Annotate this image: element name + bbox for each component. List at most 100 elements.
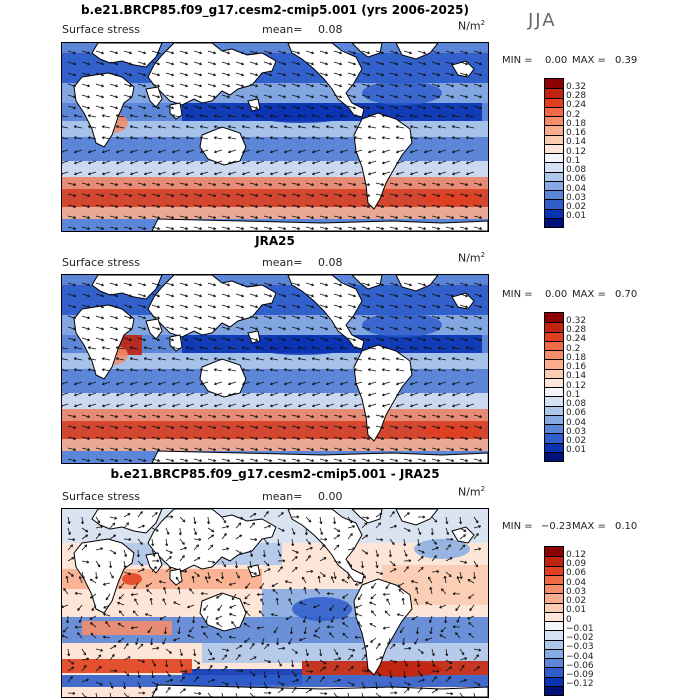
panel-2-colorbar-labels: 0.32 0.28 0.24 0.2 0.18 0.16 0.14 0.12 0.1 0.08 0.… bbox=[566, 312, 616, 460]
panel-1-colorbar-labels: 0.32 0.28 0.24 0.2 0.18 0.16 0.14 0.12 0.1 0.08 0.… bbox=[566, 78, 616, 226]
colorbar-swatch bbox=[545, 180, 563, 190]
colorbar-swatch bbox=[545, 547, 563, 557]
panel-1-colorbar bbox=[544, 78, 564, 228]
colorbar-swatch bbox=[545, 340, 563, 350]
colorbar-swatch bbox=[545, 350, 563, 360]
colorbar-tick-label: 0.01 bbox=[566, 211, 587, 222]
colorbar-tick-label: 0.14 bbox=[566, 371, 587, 382]
panel-2-units: N/m2 bbox=[458, 251, 486, 265]
panel-3-min-label: MIN = bbox=[502, 521, 533, 532]
colorbar-tick-label: 0.18 bbox=[566, 118, 587, 129]
colorbar-swatch bbox=[545, 433, 563, 443]
colorbar-swatch bbox=[545, 313, 563, 323]
colorbar-tick-label: 0.12 bbox=[566, 549, 587, 560]
colorbar-swatch bbox=[545, 387, 563, 397]
colorbar-tick-label: 0.12 bbox=[566, 380, 587, 391]
colorbar-tick-label: 0.04 bbox=[566, 417, 587, 428]
panel-1-variable-label: Surface stress bbox=[62, 23, 140, 36]
colorbar-swatch bbox=[545, 556, 563, 566]
colorbar-swatch bbox=[545, 171, 563, 181]
colorbar-tick-label: 0.32 bbox=[566, 81, 587, 92]
panel-2-min-value: 0.00 bbox=[545, 289, 568, 300]
colorbar-tick-label: 0.24 bbox=[566, 334, 587, 345]
colorbar-tick-label: 0.08 bbox=[566, 165, 587, 175]
colorbar-tick-label: −0.09 bbox=[566, 670, 594, 680]
colorbar-tick-label: 0.09 bbox=[566, 559, 587, 569]
colorbar-swatch bbox=[545, 584, 563, 594]
panel-3-colorbar-labels: 0.12 0.09 0.06 0.04 0.03 0.02 0.01 0 −0.01 −0.02−… bbox=[566, 546, 616, 694]
panel-2-colorbar bbox=[544, 312, 564, 462]
colorbar-swatch bbox=[545, 648, 563, 658]
colorbar-swatch bbox=[545, 658, 563, 668]
panel-3-max-label: MAX = bbox=[572, 521, 606, 532]
colorbar-swatch bbox=[545, 442, 563, 452]
colorbar-tick-label: 0.06 bbox=[566, 408, 587, 419]
colorbar-swatch bbox=[545, 331, 563, 341]
panel-3-colorbar bbox=[544, 546, 564, 696]
colorbar-tick-label: 0.02 bbox=[566, 436, 587, 446]
colorbar-tick-label: 0.1 bbox=[566, 389, 581, 400]
panel-1-mean-value: 0.08 bbox=[318, 23, 343, 36]
colorbar-swatch bbox=[545, 611, 563, 621]
colorbar-tick-label: 0.2 bbox=[566, 343, 581, 354]
colorbar-swatch bbox=[545, 621, 563, 631]
colorbar-swatch bbox=[545, 565, 563, 575]
panel-1-units: N/m2 bbox=[458, 19, 486, 33]
colorbar-tick-label: 0.24 bbox=[566, 100, 587, 111]
colorbar-tick-label: 0.28 bbox=[566, 325, 587, 335]
colorbar-swatch bbox=[545, 602, 563, 612]
colorbar-swatch bbox=[545, 414, 563, 424]
panel-3-title: b.e21.BRCP85.f09_g17.cesm2-cmip5.001 - J… bbox=[110, 467, 440, 481]
panel-3-mean-value: 0.00 bbox=[318, 490, 343, 503]
colorbar-swatch bbox=[545, 359, 563, 369]
season-label: JJA bbox=[528, 10, 557, 31]
colorbar-tick-label: 0.18 bbox=[566, 352, 587, 363]
colorbar-tick-label: 0.03 bbox=[566, 586, 587, 597]
colorbar-tick-label: 0.06 bbox=[566, 568, 587, 579]
colorbar-tick-label: 0.12 bbox=[566, 146, 587, 157]
panel-3-min-value: −0.23 bbox=[541, 521, 572, 532]
colorbar-swatch bbox=[545, 143, 563, 153]
colorbar-swatch bbox=[545, 162, 563, 172]
panel-1-max-label: MAX = bbox=[572, 55, 606, 66]
colorbar-swatch bbox=[545, 199, 563, 209]
colorbar-swatch bbox=[545, 79, 563, 89]
colorbar-swatch bbox=[545, 593, 563, 603]
panel-2-variable-label: Surface stress bbox=[62, 256, 140, 269]
colorbar-tick-label: 0.16 bbox=[566, 362, 587, 372]
panel-3-variable-label: Surface stress bbox=[62, 490, 140, 503]
colorbar-swatch bbox=[545, 368, 563, 378]
colorbar-tick-label: 0.28 bbox=[566, 91, 587, 101]
colorbar-swatch bbox=[545, 134, 563, 144]
colorbar-swatch bbox=[545, 424, 563, 434]
colorbar-tick-label: 0.02 bbox=[566, 202, 587, 212]
colorbar-tick-label: 0 bbox=[566, 614, 572, 625]
colorbar-swatch bbox=[545, 630, 563, 640]
colorbar-tick-label: 0.32 bbox=[566, 315, 587, 326]
colorbar-swatch bbox=[545, 405, 563, 415]
colorbar-tick-label: 0.04 bbox=[566, 577, 587, 588]
panel-2-min-label: MIN = bbox=[502, 289, 533, 300]
panel-1-min-label: MIN = bbox=[502, 55, 533, 66]
colorbar-tick-label: 0.02 bbox=[566, 596, 587, 606]
panel-2-title: JRA25 bbox=[255, 234, 295, 248]
colorbar-swatch bbox=[545, 217, 563, 227]
colorbar-tick-label: −0.12 bbox=[566, 679, 594, 690]
panel-3-units: N/m2 bbox=[458, 485, 486, 499]
panel-1-max-value: 0.39 bbox=[615, 55, 638, 66]
panel-2-mean-label: mean= bbox=[262, 256, 303, 269]
colorbar-tick-label: 0.14 bbox=[566, 137, 587, 148]
colorbar-swatch bbox=[545, 685, 563, 695]
colorbar-swatch bbox=[545, 639, 563, 649]
panel-2-max-value: 0.70 bbox=[615, 289, 638, 300]
colorbar-tick-label: −0.02 bbox=[566, 633, 594, 643]
panel-1-mean-label: mean= bbox=[262, 23, 303, 36]
colorbar-swatch bbox=[545, 451, 563, 461]
colorbar-tick-label: 0.1 bbox=[566, 155, 581, 166]
colorbar-tick-label: 0.06 bbox=[566, 174, 587, 185]
colorbar-swatch bbox=[545, 322, 563, 332]
colorbar-swatch bbox=[545, 396, 563, 406]
colorbar-tick-label: 0.03 bbox=[566, 192, 587, 203]
colorbar-swatch bbox=[545, 377, 563, 387]
colorbar-tick-label: −0.03 bbox=[566, 642, 594, 653]
